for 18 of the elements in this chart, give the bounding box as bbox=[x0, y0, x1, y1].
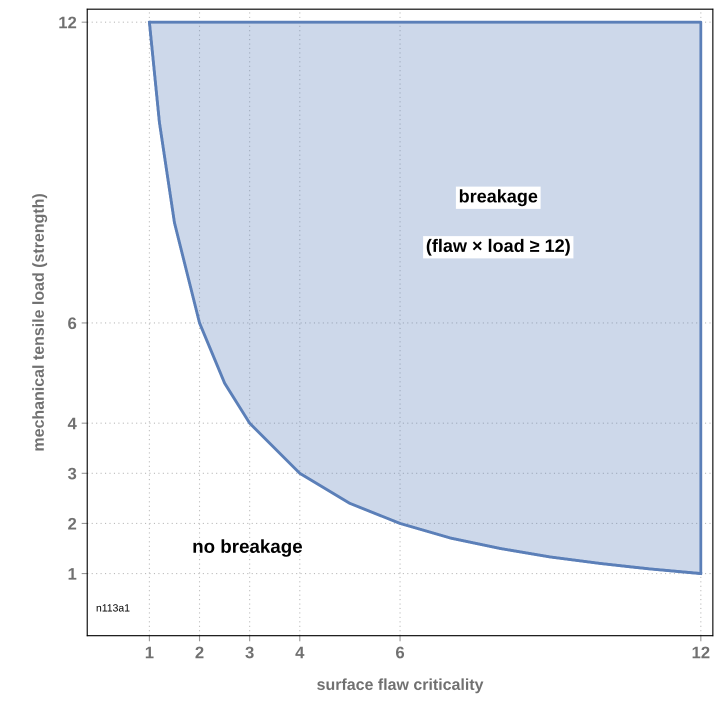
x-tick-label: 3 bbox=[245, 646, 254, 658]
x-tick-label: 4 bbox=[295, 646, 304, 658]
y-tick-label: 6 bbox=[68, 317, 76, 330]
annotation: no breakage bbox=[193, 539, 302, 557]
x-tick-label: 6 bbox=[396, 646, 404, 658]
annotation: n113a1 bbox=[96, 604, 130, 612]
y-tick-label: 2 bbox=[68, 518, 76, 530]
x-tick-label: 12 bbox=[692, 646, 710, 658]
x-tick-label: 1 bbox=[146, 646, 154, 658]
y-axis-title: mechanical tensile load (strength) bbox=[32, 194, 48, 451]
annotation: breakage bbox=[460, 189, 538, 206]
x-axis-title: surface flaw criticality bbox=[317, 678, 484, 694]
y-tick-label: 12 bbox=[59, 16, 76, 28]
y-tick-label: 1 bbox=[68, 568, 76, 580]
x-tick-label: 2 bbox=[195, 646, 204, 658]
y-tick-label: 4 bbox=[68, 418, 77, 430]
annotation: (flaw × load ≥ 12) bbox=[426, 238, 570, 256]
y-tick-label: 3 bbox=[68, 468, 76, 480]
